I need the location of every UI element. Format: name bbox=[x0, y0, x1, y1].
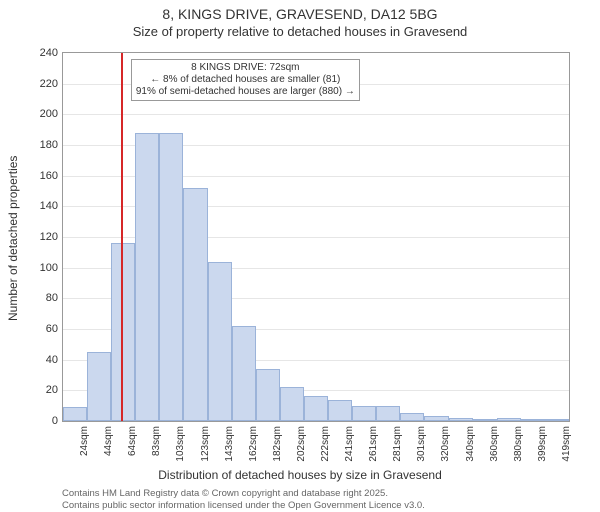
x-tick-label: 103sqm bbox=[175, 426, 186, 462]
x-axis-label: Distribution of detached houses by size … bbox=[0, 468, 600, 482]
x-tick-label: 301sqm bbox=[416, 426, 427, 462]
histogram-bar bbox=[208, 262, 232, 421]
histogram-bar bbox=[521, 419, 545, 421]
annotation-line-1: ← 8% of detached houses are smaller (81) bbox=[136, 74, 355, 86]
histogram-bar bbox=[135, 133, 159, 421]
histogram-bar bbox=[497, 418, 521, 421]
footer-line-2: Contains public sector information licen… bbox=[62, 500, 425, 512]
x-tick-label: 261sqm bbox=[368, 426, 379, 462]
y-tick-label: 60 bbox=[28, 323, 58, 335]
x-tick-label: 182sqm bbox=[272, 426, 283, 462]
x-tick-label: 44sqm bbox=[103, 426, 114, 456]
y-tick-label: 240 bbox=[28, 47, 58, 59]
y-tick-label: 220 bbox=[28, 78, 58, 90]
chart-header: 8, KINGS DRIVE, GRAVESEND, DA12 5BG Size… bbox=[0, 0, 600, 39]
x-tick-label: 222sqm bbox=[320, 426, 331, 462]
histogram-bar bbox=[232, 326, 256, 421]
annotation-box: 8 KINGS DRIVE: 72sqm← 8% of detached hou… bbox=[131, 59, 360, 101]
chart-title: 8, KINGS DRIVE, GRAVESEND, DA12 5BG bbox=[0, 6, 600, 22]
histogram-bar bbox=[424, 416, 448, 421]
x-tick-label: 419sqm bbox=[561, 426, 572, 462]
histogram-bar bbox=[280, 387, 304, 421]
x-tick-label: 320sqm bbox=[440, 426, 451, 462]
histogram-bar bbox=[256, 369, 280, 421]
x-tick-label: 340sqm bbox=[465, 426, 476, 462]
x-tick-label: 399sqm bbox=[537, 426, 548, 462]
annotation-title: 8 KINGS DRIVE: 72sqm bbox=[136, 62, 355, 74]
histogram-bar bbox=[400, 413, 424, 421]
histogram-bar bbox=[304, 396, 328, 421]
x-tick-label: 380sqm bbox=[513, 426, 524, 462]
footer-line-1: Contains HM Land Registry data © Crown c… bbox=[62, 488, 425, 500]
x-tick-label: 24sqm bbox=[79, 426, 90, 456]
gridline bbox=[63, 114, 569, 115]
y-tick-label: 160 bbox=[28, 170, 58, 182]
histogram-bar bbox=[328, 400, 352, 421]
histogram-bar bbox=[63, 407, 87, 421]
histogram-bar bbox=[449, 418, 473, 421]
y-tick-label: 40 bbox=[28, 354, 58, 366]
y-tick-label: 20 bbox=[28, 384, 58, 396]
histogram-bar bbox=[376, 406, 400, 421]
reference-line bbox=[121, 53, 123, 421]
x-tick-label: 360sqm bbox=[489, 426, 500, 462]
y-tick-label: 80 bbox=[28, 292, 58, 304]
histogram-bar bbox=[159, 133, 183, 421]
x-tick-label: 202sqm bbox=[296, 426, 307, 462]
histogram-bar bbox=[545, 419, 569, 421]
y-tick-label: 100 bbox=[28, 262, 58, 274]
histogram-bar bbox=[352, 406, 376, 421]
histogram-bar bbox=[87, 352, 111, 421]
chart-subtitle: Size of property relative to detached ho… bbox=[0, 24, 600, 39]
histogram-bar bbox=[111, 243, 135, 421]
x-tick-label: 241sqm bbox=[344, 426, 355, 462]
histogram-bar bbox=[473, 419, 497, 421]
y-axis-label: Number of detached properties bbox=[6, 156, 20, 321]
x-tick-label: 83sqm bbox=[151, 426, 162, 456]
plot-area: 8 KINGS DRIVE: 72sqm← 8% of detached hou… bbox=[62, 52, 570, 422]
x-tick-label: 281sqm bbox=[392, 426, 403, 462]
y-tick-label: 0 bbox=[28, 415, 58, 427]
y-tick-label: 200 bbox=[28, 108, 58, 120]
x-tick-label: 123sqm bbox=[200, 426, 211, 462]
y-tick-label: 140 bbox=[28, 200, 58, 212]
y-tick-label: 180 bbox=[28, 139, 58, 151]
x-tick-label: 143sqm bbox=[224, 426, 235, 462]
x-tick-label: 64sqm bbox=[127, 426, 138, 456]
annotation-line-2: 91% of semi-detached houses are larger (… bbox=[136, 86, 355, 98]
histogram-bar bbox=[183, 188, 207, 421]
y-tick-label: 120 bbox=[28, 231, 58, 243]
x-tick-label: 162sqm bbox=[248, 426, 259, 462]
